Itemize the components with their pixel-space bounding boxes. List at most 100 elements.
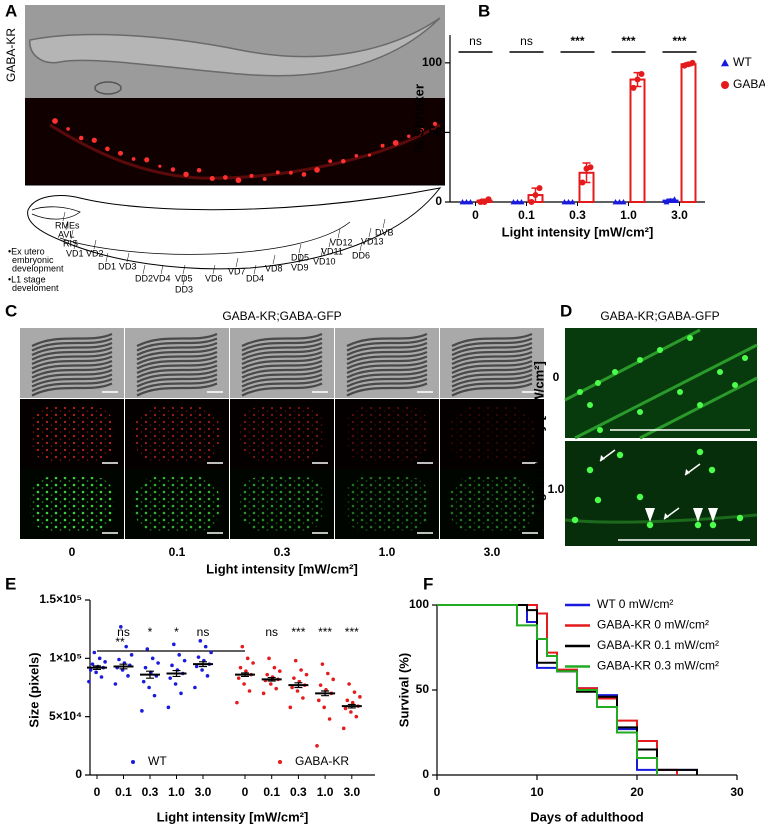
point (278, 669, 282, 673)
punctum (158, 164, 162, 168)
arrows (599, 449, 718, 522)
punctum (637, 357, 643, 363)
neuron-label: DD2 (135, 273, 153, 283)
egg (94, 81, 122, 95)
point (612, 199, 619, 205)
point (345, 698, 350, 703)
point (196, 655, 201, 659)
neuron-label: VD9 (291, 262, 309, 272)
punctum (407, 134, 411, 139)
punctum (616, 451, 624, 459)
punctum (697, 402, 703, 408)
row-label: 1.0 (548, 482, 565, 496)
y-tick-label: 50 (416, 682, 430, 696)
error-bar (241, 672, 249, 678)
worm-stroke (346, 368, 428, 383)
neuron-leader (142, 264, 146, 275)
fluorescence (450, 407, 534, 461)
point (350, 700, 355, 705)
neuron-label: VD5 (175, 273, 193, 283)
point (315, 744, 319, 748)
punctum (732, 382, 738, 388)
neuron-label: VD2 (86, 248, 104, 258)
punctum (196, 168, 202, 173)
punctum (595, 380, 601, 386)
y-tick-label: 100 (422, 55, 442, 69)
point (463, 199, 470, 205)
y-axis-label: % Shrinker (411, 84, 426, 152)
y-tick-label: 0 (75, 767, 82, 781)
point (532, 192, 539, 199)
point (94, 670, 98, 675)
point (358, 695, 362, 699)
point (290, 685, 294, 690)
point (173, 682, 178, 686)
punctum (419, 127, 424, 132)
point (265, 672, 270, 677)
neuron-leader (368, 227, 372, 238)
point (198, 639, 203, 643)
point (90, 662, 95, 666)
neuron-leader (93, 239, 97, 250)
point (150, 656, 155, 661)
point (261, 691, 266, 696)
neuron-label: DVB (375, 227, 394, 237)
neuron-label: VD10 (313, 256, 336, 266)
x-tick-label: 0.1 (518, 208, 535, 222)
legend-label: GABA-KR 0 mW/cm² (597, 618, 709, 632)
neuron-label: VD3 (119, 261, 137, 271)
point (331, 677, 336, 682)
panel-label: F (423, 574, 433, 593)
worm-stroke (451, 377, 533, 392)
point (172, 642, 176, 647)
worm-stroke (451, 368, 533, 383)
legend-label: WT (148, 754, 167, 768)
point (269, 682, 273, 686)
neuron-leader (328, 237, 332, 248)
punctum (709, 521, 717, 529)
point (667, 197, 674, 204)
x-tick-label: 0.3 (569, 208, 586, 222)
row-label: GABA-KR (4, 28, 18, 82)
point (193, 685, 197, 690)
worm-stroke (241, 337, 323, 352)
worm-stroke (451, 332, 533, 347)
punctum (594, 496, 602, 504)
worm-stroke (241, 350, 323, 365)
neuron-label: VD6 (205, 273, 223, 283)
x-tick-label: 3.0 (343, 785, 360, 799)
worm-stroke (136, 341, 218, 356)
panel-title: GABA-KR;GABA-GFP (600, 309, 719, 323)
punctum (52, 118, 58, 124)
x-tick-label: 10 (530, 785, 544, 799)
point (267, 656, 271, 661)
fluorescence (135, 407, 219, 461)
punctum (183, 171, 189, 178)
worm-stroke (136, 337, 218, 352)
y-tick-label: 100 (409, 597, 429, 611)
point (721, 59, 729, 67)
point (141, 679, 146, 684)
y-axis-label: Survival (%) (396, 653, 411, 727)
punctum (222, 175, 228, 180)
fluorescence (450, 477, 534, 531)
punctum (736, 514, 744, 522)
row-label: 0 (553, 370, 560, 384)
point (242, 682, 246, 686)
worm-stroke (241, 364, 323, 379)
point (245, 656, 250, 661)
punctum (91, 137, 97, 143)
punctum (694, 521, 702, 529)
punctum (636, 493, 644, 501)
gfp-puncta (571, 335, 748, 529)
arrowhead-marker (708, 508, 718, 522)
neuron-label: VD13 (361, 236, 384, 246)
x-tick-label: 3.0 (195, 785, 212, 799)
point (565, 199, 572, 205)
red-puncta (52, 118, 438, 184)
error-bar (267, 676, 276, 682)
neuron-label: AVL (58, 229, 74, 239)
worm-stroke (136, 346, 218, 361)
worm-stroke (136, 382, 218, 397)
